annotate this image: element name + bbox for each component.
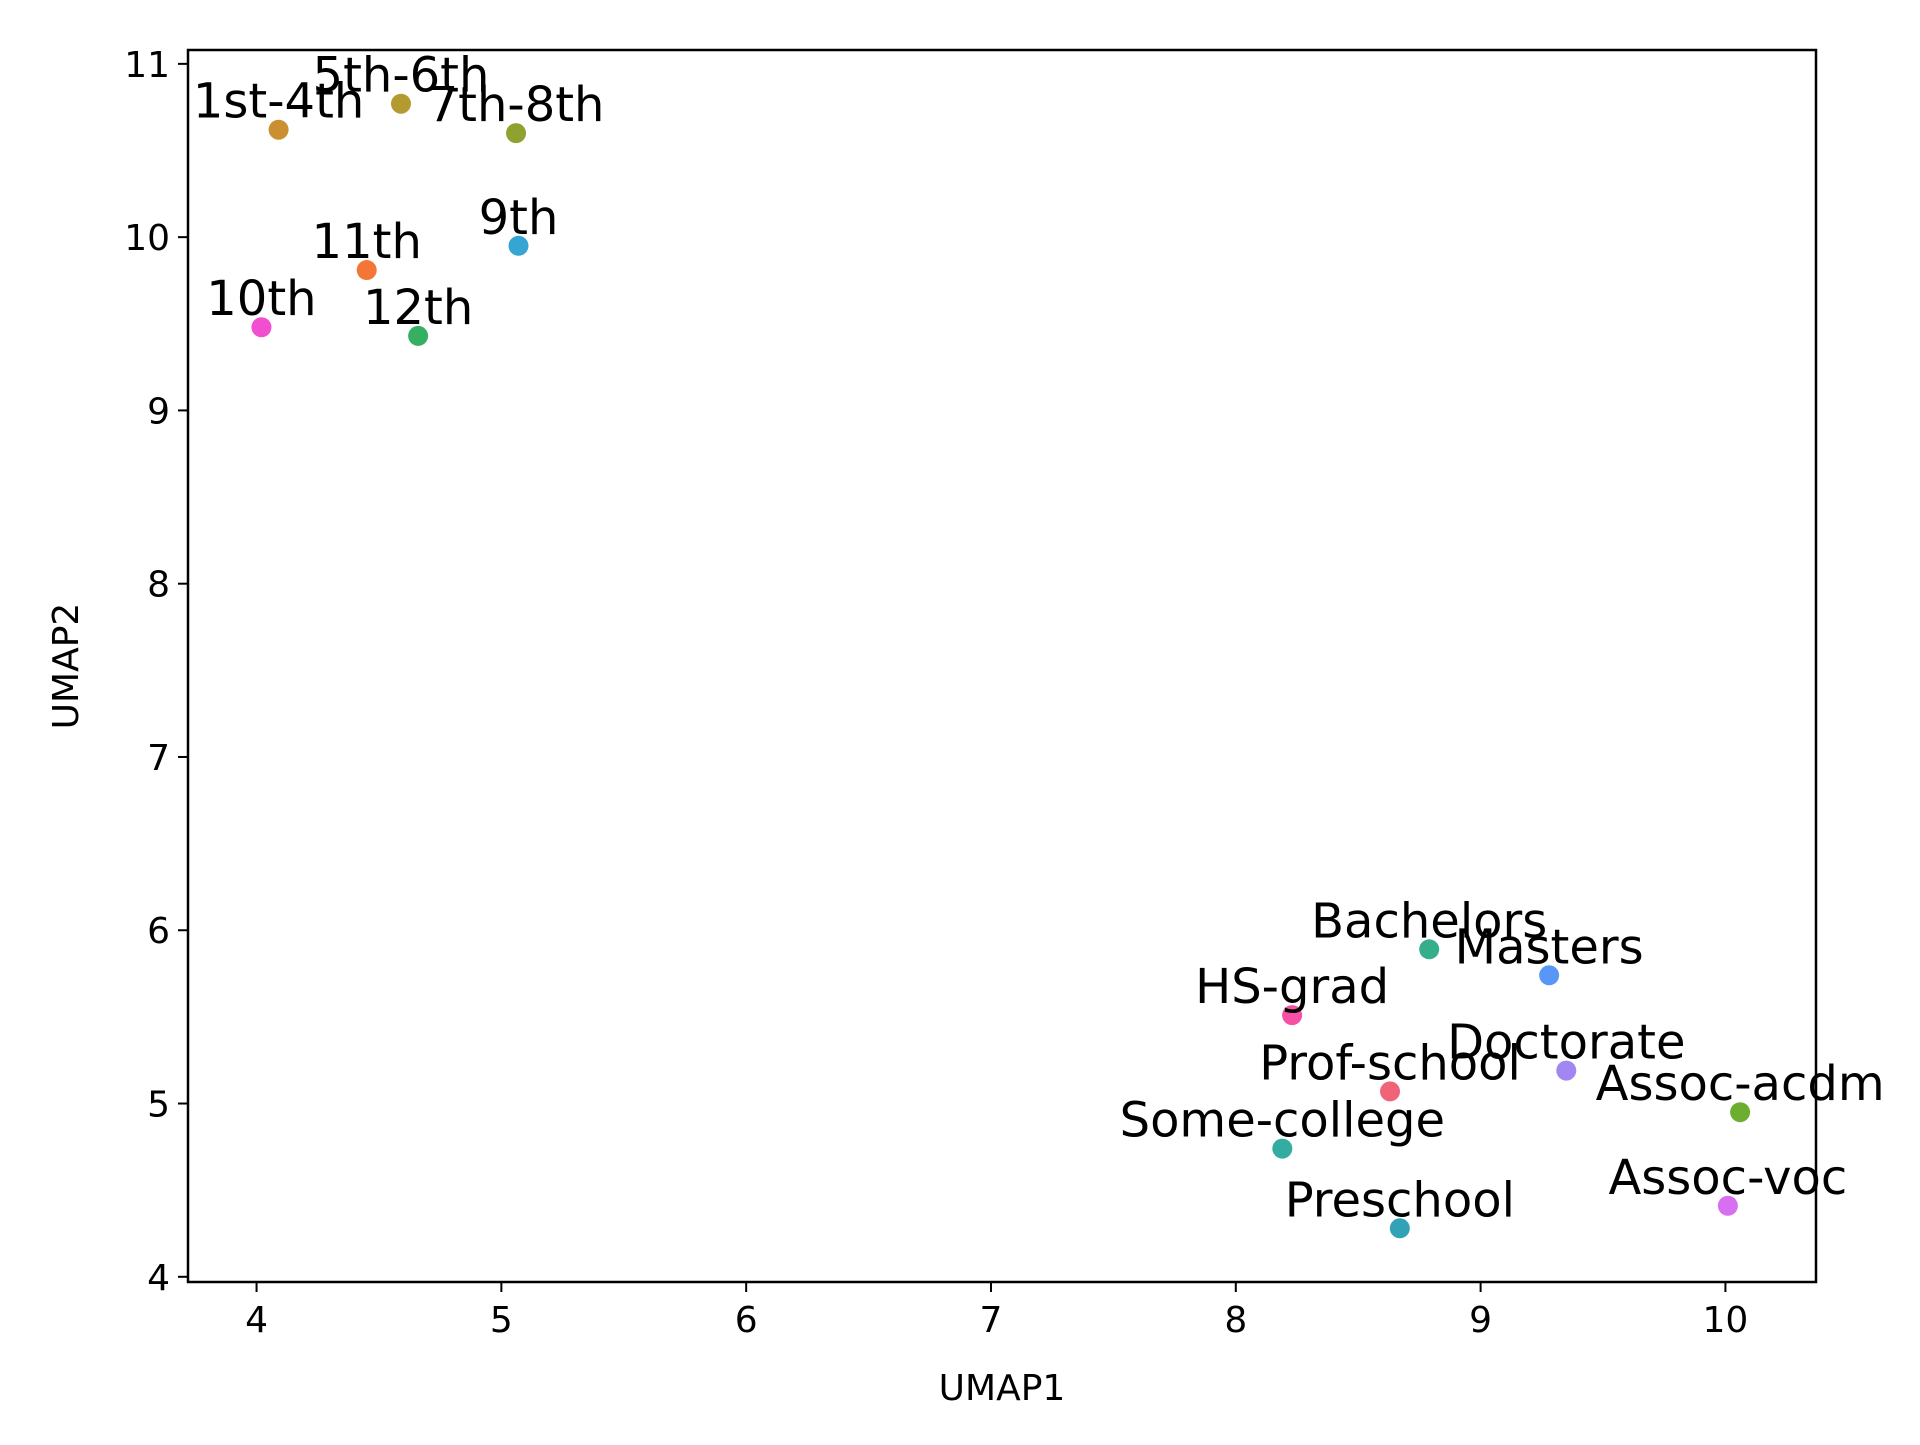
data-point <box>506 123 527 144</box>
y-tick-label: 6 <box>147 911 170 952</box>
data-point-label: 5th-6th <box>313 48 490 104</box>
data-point <box>268 119 289 140</box>
data-point-label: 1st-4th <box>193 74 364 130</box>
x-tick-label: 10 <box>1703 1300 1749 1341</box>
data-point-label: HS-grad <box>1195 959 1389 1015</box>
data-point <box>251 317 272 338</box>
y-axis-ticks: 4 5 6 7 8 9 10 11 <box>124 45 188 1299</box>
data-point <box>1389 1218 1410 1239</box>
y-tick-label: 4 <box>147 1258 170 1299</box>
data-point <box>1282 1005 1303 1026</box>
data-point-label: 12th <box>363 280 473 336</box>
data-point-label: Bachelors <box>1311 893 1547 949</box>
data-points <box>251 93 1751 1239</box>
data-point-label: Assoc-acdm <box>1596 1056 1885 1112</box>
x-tick-label: 5 <box>490 1300 513 1341</box>
data-point <box>508 235 529 256</box>
x-tick-label: 9 <box>1469 1300 1492 1341</box>
data-point <box>1730 1102 1751 1123</box>
data-point <box>1717 1195 1738 1216</box>
data-point-label: Doctorate <box>1447 1015 1685 1071</box>
data-point <box>1539 965 1560 986</box>
x-axis-label: UMAP1 <box>939 1368 1066 1409</box>
data-point-label: 11th <box>312 214 422 270</box>
data-point <box>1556 1060 1577 1081</box>
y-tick-label: 5 <box>147 1085 170 1126</box>
data-point-label: Prof-school <box>1259 1035 1521 1091</box>
data-point-label: Some-college <box>1120 1093 1445 1149</box>
data-point-label: Preschool <box>1285 1172 1515 1228</box>
data-point-label: Assoc-voc <box>1608 1150 1847 1206</box>
data-point <box>408 325 429 346</box>
plot-area-frame <box>186 48 1818 1284</box>
data-point <box>390 93 411 114</box>
y-tick-label: 9 <box>147 391 170 432</box>
x-tick-label: 8 <box>1224 1300 1247 1341</box>
data-point <box>1380 1081 1401 1102</box>
y-tick-label: 8 <box>147 565 170 606</box>
x-tick-label: 7 <box>980 1300 1003 1341</box>
y-tick-label: 11 <box>124 45 170 86</box>
data-point-label: Masters <box>1455 919 1644 975</box>
data-point <box>1419 939 1440 960</box>
data-point-label: 9th <box>479 190 559 246</box>
data-point-label: 10th <box>206 271 316 327</box>
data-point-label: 7th-8th <box>428 77 605 133</box>
x-axis-ticks: 4 5 6 7 8 9 10 <box>245 1282 1748 1341</box>
data-point <box>1272 1138 1293 1159</box>
data-point <box>356 260 377 281</box>
y-tick-label: 10 <box>124 218 170 259</box>
y-axis-label: UMAP2 <box>46 603 87 730</box>
x-tick-label: 4 <box>245 1300 268 1341</box>
x-tick-label: 6 <box>735 1300 758 1341</box>
y-tick-label: 7 <box>147 738 170 779</box>
